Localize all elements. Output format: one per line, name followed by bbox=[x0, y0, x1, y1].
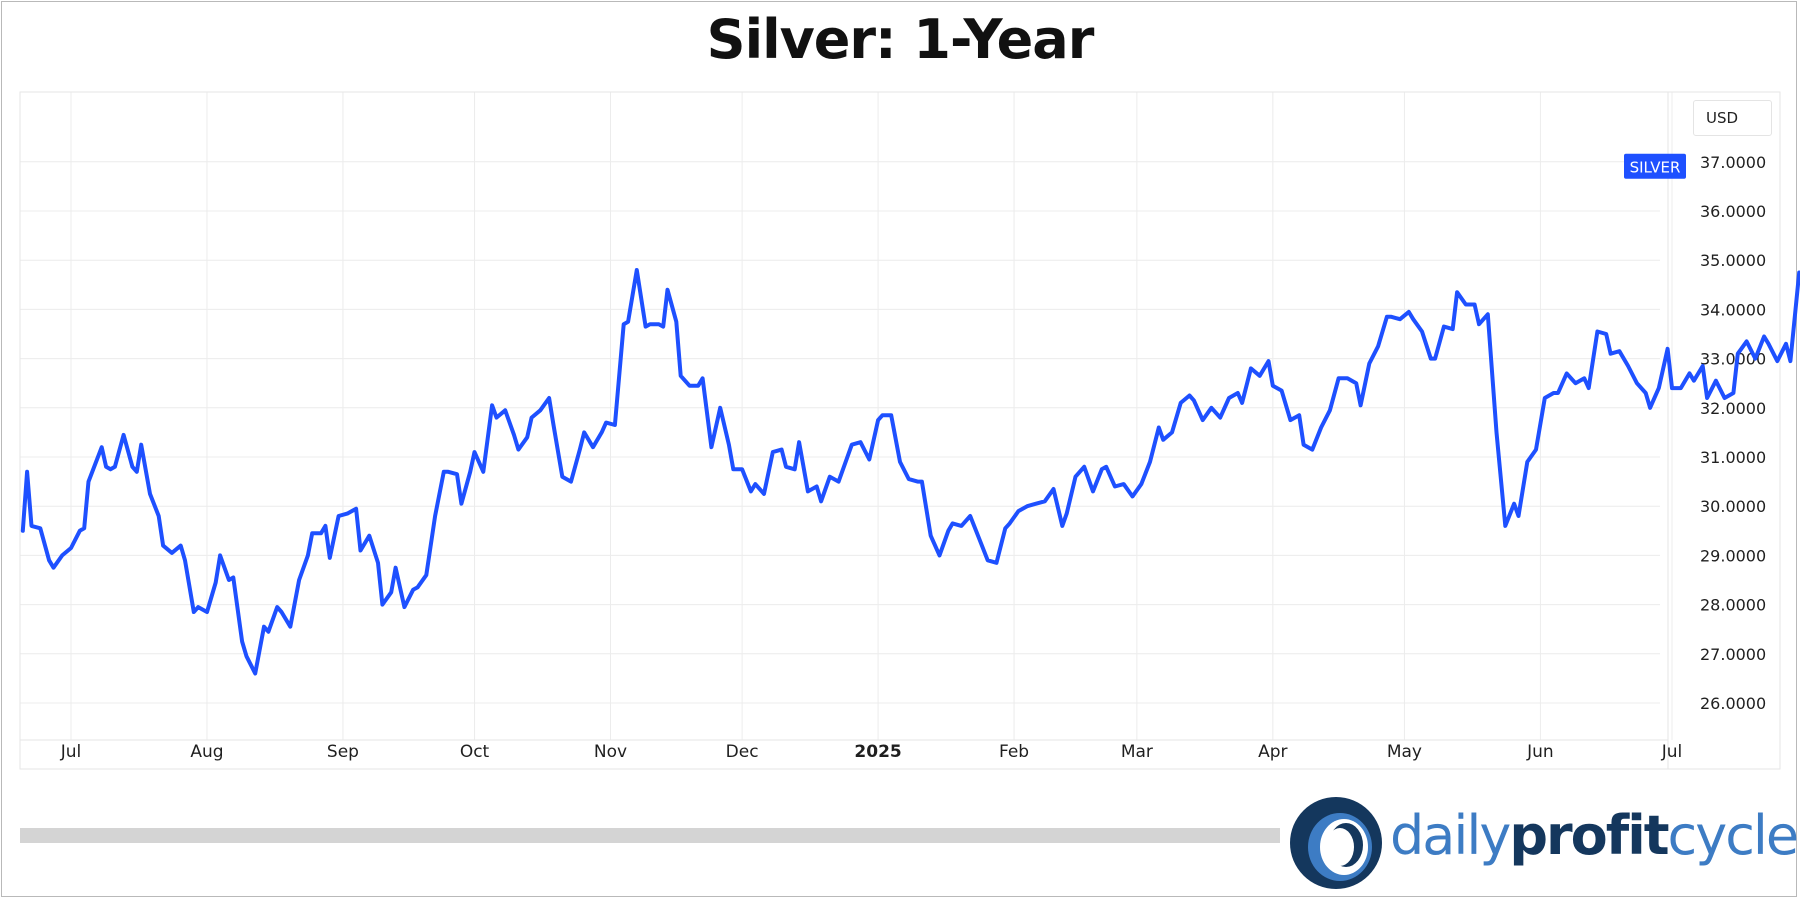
silver-price-line bbox=[20, 268, 1800, 676]
y-tick-label: 31.0000 bbox=[1700, 448, 1766, 467]
x-tick-label: Nov bbox=[594, 742, 627, 762]
x-tick-label: Jul bbox=[60, 742, 82, 762]
y-tick-label: 32.0000 bbox=[1700, 399, 1766, 418]
x-tick-label: Aug bbox=[190, 742, 223, 762]
y-tick-label: 30.0000 bbox=[1700, 497, 1766, 516]
y-tick-label: 29.0000 bbox=[1700, 546, 1766, 565]
y-tick-label: 37.0000 bbox=[1700, 153, 1766, 172]
chart-title: Silver: 1-Year bbox=[706, 8, 1095, 71]
x-tick-label: 2025 bbox=[854, 742, 901, 762]
y-tick-label: 35.0000 bbox=[1700, 251, 1766, 270]
brand-word-profit: profit bbox=[1509, 804, 1669, 867]
brand-word-daily: daily bbox=[1390, 804, 1511, 867]
x-axis-labels: Jul Aug Sep Oct Nov Dec 2025 Feb Mar Apr May Jun Jul bbox=[60, 742, 1683, 762]
x-tick-label: Sep bbox=[327, 742, 359, 762]
last-value-tag-label: SILVER bbox=[1630, 159, 1681, 177]
x-tick-label: Apr bbox=[1258, 742, 1287, 762]
y-tick-label: 34.0000 bbox=[1700, 300, 1766, 319]
y-axis-labels: 26.0000 27.0000 28.0000 29.0000 30.0000 31.00… bbox=[1700, 153, 1766, 713]
currency-unit-label: USD bbox=[1706, 109, 1739, 127]
last-value-tag: SILVER bbox=[1624, 153, 1686, 179]
y-tick-label: 33.0000 bbox=[1700, 350, 1766, 369]
x-tick-label: Mar bbox=[1121, 742, 1153, 762]
x-tick-label: Feb bbox=[999, 742, 1029, 762]
x-tick-label: Dec bbox=[726, 742, 759, 762]
y-tick-label: 27.0000 bbox=[1700, 645, 1766, 664]
x-tick-label: May bbox=[1387, 742, 1422, 762]
grid-lines bbox=[19, 91, 1781, 770]
y-tick-label: 28.0000 bbox=[1700, 596, 1766, 615]
last-value-tag-box bbox=[1624, 153, 1686, 179]
x-tick-label: Oct bbox=[460, 742, 490, 762]
y-tick-label: 36.0000 bbox=[1700, 202, 1766, 221]
brand-wordmark: dailyprofitcycle bbox=[1390, 804, 1800, 868]
plot-border bbox=[19, 91, 1781, 770]
currency-unit-badge[interactable]: USD bbox=[1693, 100, 1772, 136]
y-tick-label: 26.0000 bbox=[1700, 694, 1766, 713]
brand-word-cycle: cycle bbox=[1667, 804, 1800, 867]
circular-swirl-icon bbox=[1290, 797, 1382, 889]
chart-scrollbar[interactable] bbox=[20, 828, 1280, 843]
x-tick-label: Jul bbox=[1661, 742, 1683, 762]
x-tick-label: Jun bbox=[1526, 742, 1554, 762]
